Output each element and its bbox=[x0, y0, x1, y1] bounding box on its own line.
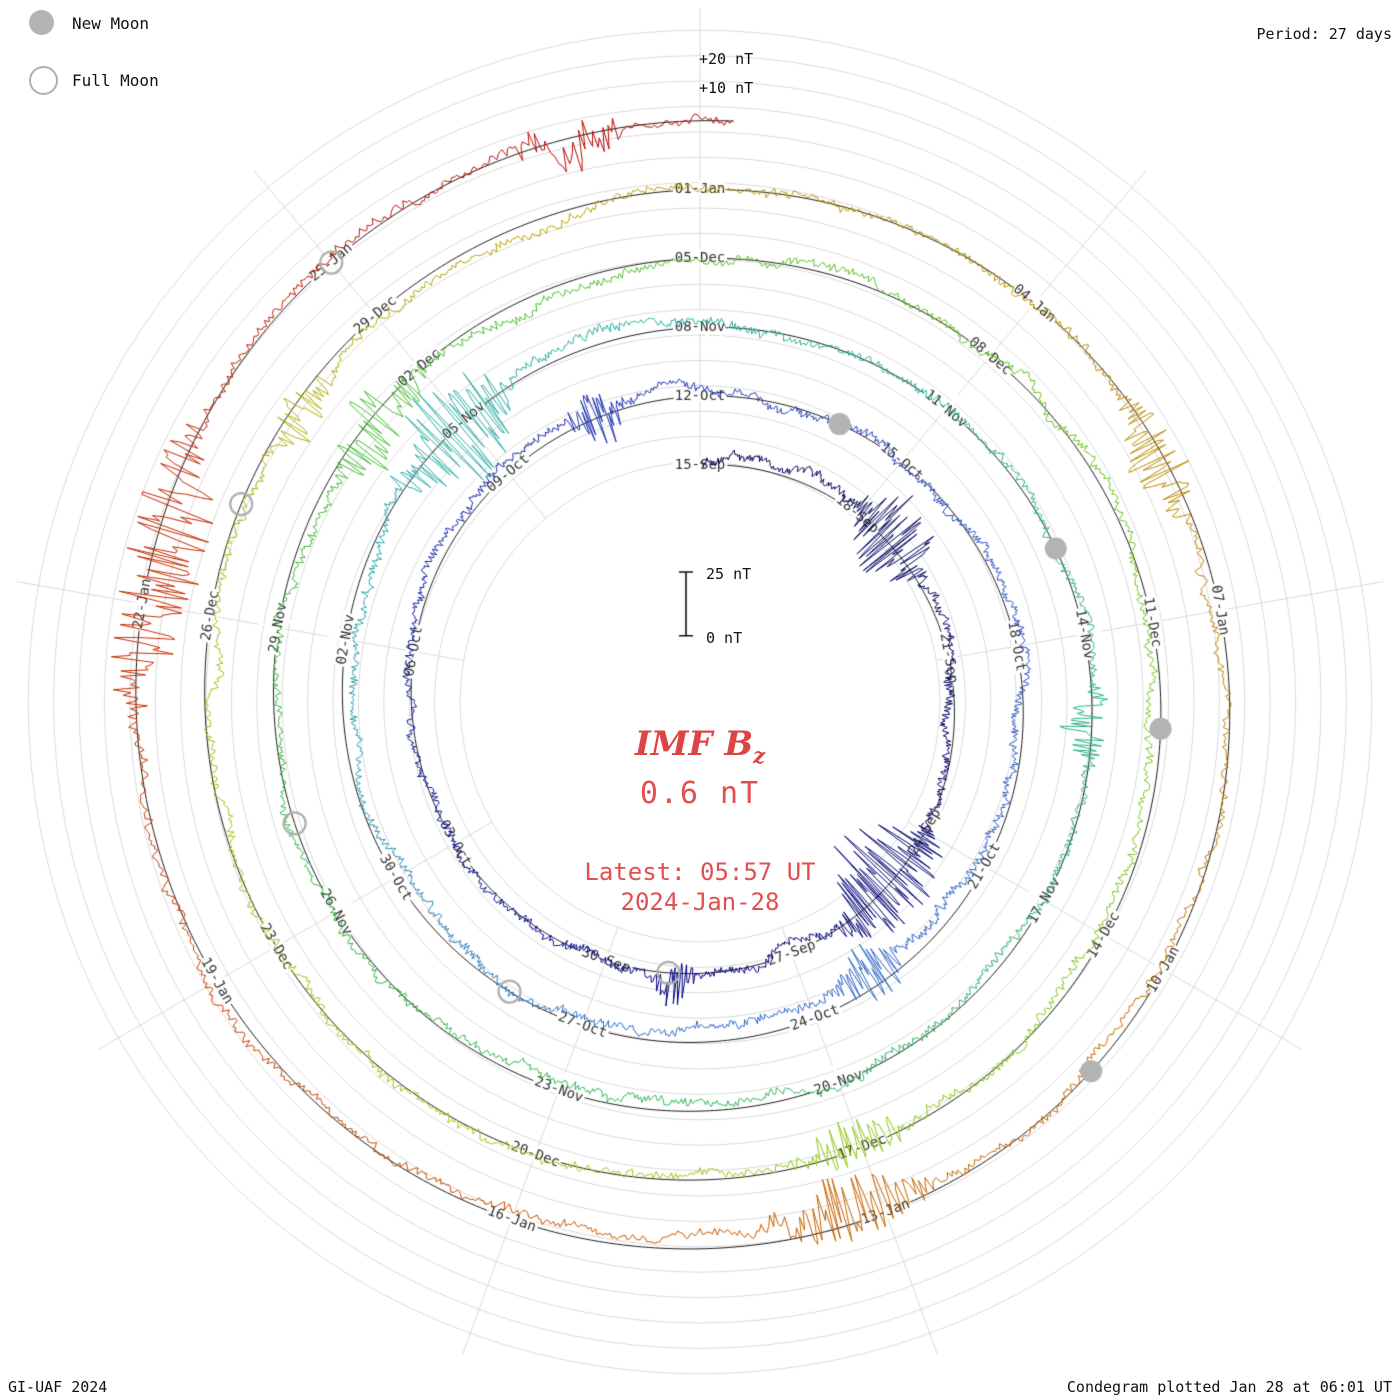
condegram-plot bbox=[0, 0, 1400, 1400]
condegram-stage: New Moon Full Moon Period: 27 days +20 n… bbox=[0, 0, 1400, 1400]
